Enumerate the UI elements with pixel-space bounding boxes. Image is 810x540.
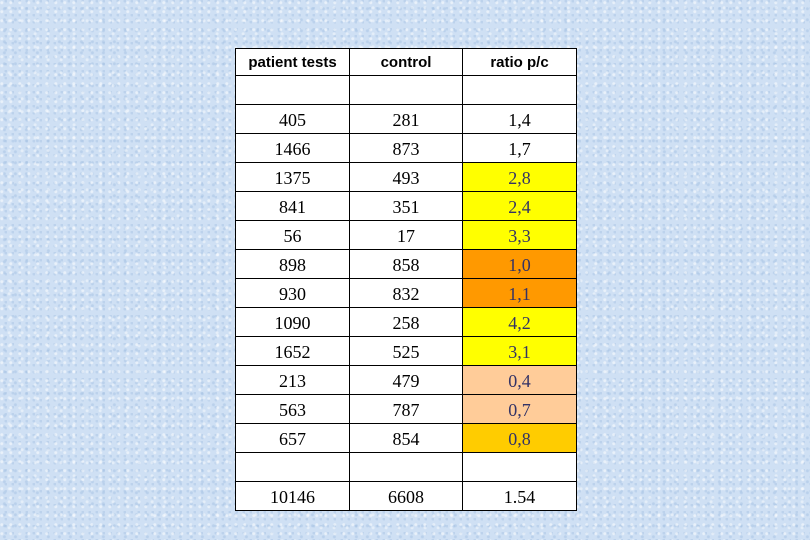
ratio-cell: 1,7 — [462, 133, 577, 163]
ratio-cell: 4,2 — [462, 307, 577, 337]
patient-tests-cell: 213 — [235, 365, 350, 395]
spacer-row — [235, 75, 577, 105]
header-row: patient tests control ratio p/c — [235, 48, 577, 76]
patient-tests-cell: 930 — [235, 278, 350, 308]
empty-cell — [349, 452, 463, 482]
ratio-cell: 0,4 — [462, 365, 577, 395]
ratio-cell: 2,4 — [462, 191, 577, 221]
table-row: 841 351 2,4 — [235, 191, 577, 221]
ratio-cell: 2,8 — [462, 162, 577, 192]
control-cell: 351 — [349, 191, 463, 221]
control-cell: 493 — [349, 162, 463, 192]
patient-tests-cell: 657 — [235, 423, 350, 453]
total-ratio-cell: 1.54 — [462, 481, 577, 511]
table-row: 1652 525 3,1 — [235, 336, 577, 366]
patient-tests-cell: 898 — [235, 249, 350, 279]
total-control-cell: 6608 — [349, 481, 463, 511]
control-cell: 787 — [349, 394, 463, 424]
patient-tests-cell: 841 — [235, 191, 350, 221]
table-row: 1466 873 1,7 — [235, 133, 577, 163]
header-patient-tests: patient tests — [235, 48, 350, 76]
table-row: 56 17 3,3 — [235, 220, 577, 250]
table-row: 657 854 0,8 — [235, 423, 577, 453]
control-cell: 873 — [349, 133, 463, 163]
patient-tests-cell: 56 — [235, 220, 350, 250]
ratio-cell: 1,1 — [462, 278, 577, 308]
control-cell: 525 — [349, 336, 463, 366]
empty-cell — [462, 75, 577, 105]
empty-cell — [235, 452, 350, 482]
total-patient-tests-cell: 10146 — [235, 481, 350, 511]
totals-row: 10146 6608 1.54 — [235, 481, 577, 511]
table-row: 1090 258 4,2 — [235, 307, 577, 337]
patient-tests-cell: 1090 — [235, 307, 350, 337]
control-cell: 17 — [349, 220, 463, 250]
patient-tests-cell: 1375 — [235, 162, 350, 192]
patient-tests-cell: 405 — [235, 104, 350, 134]
table-row: 1375 493 2,8 — [235, 162, 577, 192]
table-row: 213 479 0,4 — [235, 365, 577, 395]
patient-tests-cell: 1652 — [235, 336, 350, 366]
table-row: 563 787 0,7 — [235, 394, 577, 424]
data-table: patient tests control ratio p/c 405 281 1,… — [235, 48, 577, 511]
table-row: 898 858 1,0 — [235, 249, 577, 279]
ratio-cell: 1,0 — [462, 249, 577, 279]
spacer-row — [235, 452, 577, 482]
patient-tests-cell: 1466 — [235, 133, 350, 163]
header-ratio: ratio p/c — [462, 48, 577, 76]
ratio-cell: 3,3 — [462, 220, 577, 250]
control-cell: 854 — [349, 423, 463, 453]
control-cell: 832 — [349, 278, 463, 308]
header-control: control — [349, 48, 463, 76]
ratio-cell: 0,7 — [462, 394, 577, 424]
table-row: 405 281 1,4 — [235, 104, 577, 134]
ratio-cell: 1,4 — [462, 104, 577, 134]
empty-cell — [462, 452, 577, 482]
control-cell: 479 — [349, 365, 463, 395]
ratio-cell: 0,8 — [462, 423, 577, 453]
control-cell: 858 — [349, 249, 463, 279]
empty-cell — [349, 75, 463, 105]
ratio-cell: 3,1 — [462, 336, 577, 366]
control-cell: 258 — [349, 307, 463, 337]
table-row: 930 832 1,1 — [235, 278, 577, 308]
empty-cell — [235, 75, 350, 105]
control-cell: 281 — [349, 104, 463, 134]
patient-tests-cell: 563 — [235, 394, 350, 424]
